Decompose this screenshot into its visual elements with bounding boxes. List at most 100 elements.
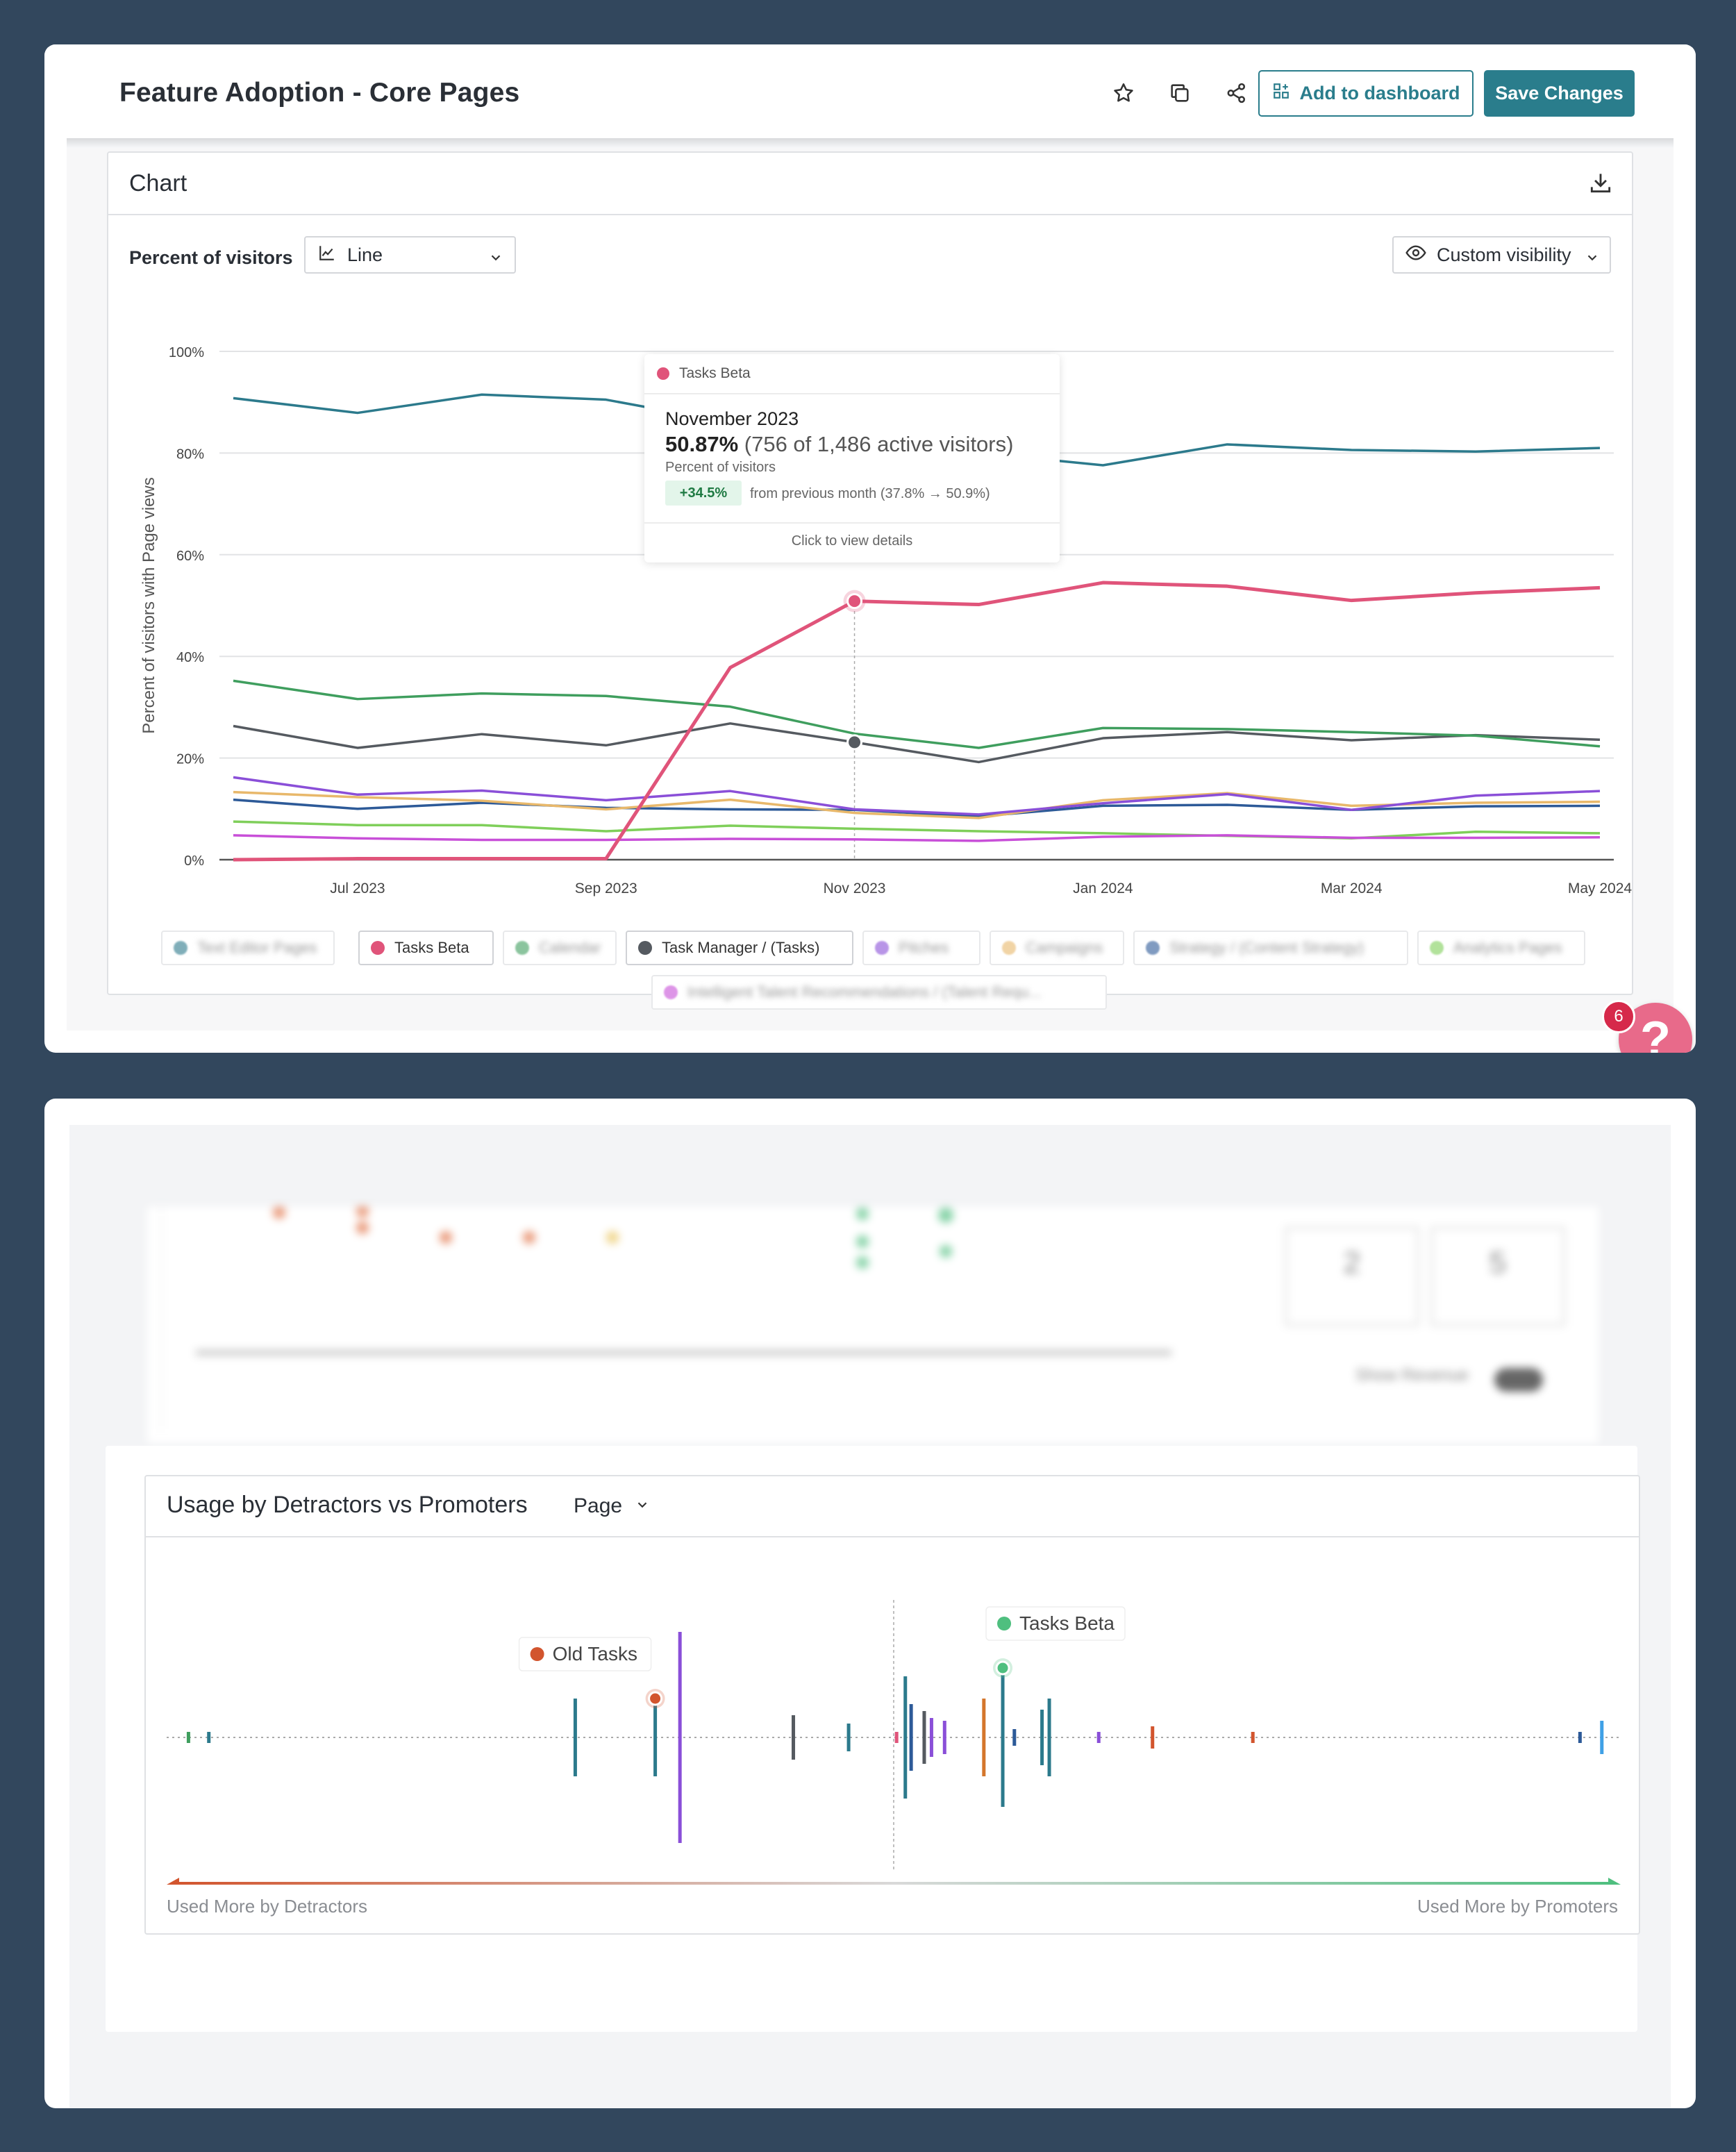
- series-line[interactable]: [233, 722, 1601, 764]
- usage-mark[interactable]: [653, 1699, 658, 1776]
- header-shadow: [67, 138, 1674, 148]
- usage-mark[interactable]: [1151, 1726, 1155, 1749]
- usage-mark[interactable]: [1047, 1699, 1051, 1776]
- legend-item[interactable]: Text Editor Pages: [161, 931, 335, 965]
- series-line[interactable]: [233, 798, 1601, 818]
- tooltip-value-line: 50.87% (756 of 1,486 active visitors): [665, 432, 1013, 457]
- mark-label-text: Old Tasks: [553, 1643, 637, 1665]
- usage-mark[interactable]: [846, 1724, 851, 1751]
- usage-mark[interactable]: [894, 1732, 899, 1743]
- star-icon[interactable]: [1110, 79, 1137, 107]
- usage-mark[interactable]: [1096, 1732, 1101, 1743]
- series-line[interactable]: [233, 820, 1601, 840]
- line-chart[interactable]: 0% 20% 40% 60% 80% 100% Percent of visitors wi…: [108, 278, 1635, 931]
- usage-mark[interactable]: [186, 1732, 190, 1743]
- label-point[interactable]: [995, 1660, 1010, 1676]
- label-point[interactable]: [648, 1691, 663, 1706]
- series-line[interactable]: [233, 776, 1601, 816]
- blurred-scatter: 2 5 Show Revenue: [147, 1205, 1599, 1443]
- legend-item[interactable]: Tasks Beta: [358, 931, 494, 965]
- usage-mark[interactable]: [929, 1718, 933, 1757]
- y-tick-label: 0%: [184, 853, 204, 869]
- usage-mark[interactable]: [903, 1676, 908, 1799]
- legend-item[interactable]: Pitches: [862, 931, 980, 965]
- legend-dot: [1146, 941, 1160, 955]
- usage-mark[interactable]: [207, 1732, 211, 1743]
- legend-item[interactable]: Strategy / (Content Strategy): [1133, 931, 1408, 965]
- usage-mark[interactable]: [1040, 1710, 1044, 1765]
- tooltip-change-badge: +34.5%: [665, 481, 742, 506]
- page-dropdown[interactable]: Page: [574, 1494, 650, 1518]
- detractors-promoters-chart[interactable]: Old Tasks Tasks Beta: [146, 1537, 1642, 1885]
- legend-label: Pitches: [899, 939, 949, 956]
- download-icon[interactable]: [1587, 169, 1614, 199]
- blurred-nps-panel: 2 5 Show Revenue: [106, 1205, 1637, 1443]
- legend-dot: [1430, 941, 1444, 955]
- y-tick-label: 40%: [176, 650, 204, 665]
- chart-panel-title: Chart: [129, 170, 187, 197]
- add-to-dashboard-label: Add to dashboard: [1299, 83, 1460, 103]
- save-changes-button[interactable]: Save Changes: [1484, 70, 1635, 117]
- mark-label-dot: [530, 1647, 544, 1661]
- tooltip-series: Tasks Beta: [657, 365, 751, 382]
- promoters-axis-label: Used More by Promoters: [1417, 1896, 1618, 1917]
- insights-card: 2 5 Show Revenue Usage by Detractors vs …: [44, 1099, 1696, 2108]
- blurred-point: [606, 1231, 619, 1244]
- duplicate-icon[interactable]: [1166, 79, 1194, 107]
- usage-mark[interactable]: [1600, 1721, 1604, 1754]
- blurred-point: [938, 1208, 953, 1223]
- blurred-point: [523, 1231, 535, 1244]
- legend-label: Text Editor Pages: [197, 939, 317, 956]
- mark-label-text: Tasks Beta: [1019, 1612, 1115, 1634]
- usage-mark[interactable]: [922, 1711, 926, 1764]
- blurred-stat-card: [1285, 1226, 1419, 1326]
- chart-type-select[interactable]: Line: [304, 236, 516, 274]
- usage-mark[interactable]: [982, 1699, 986, 1776]
- add-to-dashboard-button[interactable]: Add to dashboard: [1258, 70, 1474, 117]
- legend-dot: [371, 941, 385, 955]
- tooltip-view-details-link[interactable]: Click to view details: [791, 533, 913, 549]
- blurred-stat-card: [1430, 1226, 1565, 1326]
- usage-mark[interactable]: [678, 1632, 682, 1843]
- highlight-point[interactable]: [846, 734, 863, 751]
- mark-label[interactable]: Tasks Beta: [985, 1606, 1126, 1641]
- legend-label: Strategy / (Content Strategy): [1169, 939, 1364, 956]
- usage-mark[interactable]: [909, 1704, 913, 1771]
- legend-item[interactable]: Intelligent Talent Recommendations / (Ta…: [651, 975, 1107, 1010]
- usage-mark[interactable]: [1001, 1668, 1005, 1807]
- mark-label[interactable]: Old Tasks: [518, 1637, 652, 1671]
- blurred-point: [940, 1245, 952, 1258]
- usage-mark[interactable]: [1012, 1729, 1017, 1746]
- custom-visibility-label: Custom visibility: [1437, 244, 1571, 265]
- legend-dot: [1002, 941, 1016, 955]
- usage-mark[interactable]: [1251, 1732, 1255, 1743]
- mark-label-box: [985, 1606, 1126, 1641]
- tooltip-divider: [644, 393, 1060, 394]
- y-tick-label: 100%: [169, 345, 204, 360]
- series-line[interactable]: [233, 790, 1601, 819]
- series-line[interactable]: [233, 679, 1601, 749]
- legend-item[interactable]: Task Manager / (Tasks): [626, 931, 853, 965]
- usage-mark[interactable]: [573, 1699, 577, 1776]
- legend-label: Analytics Pages: [1453, 939, 1562, 956]
- usage-mark[interactable]: [1578, 1732, 1582, 1743]
- legend-item[interactable]: Calendar: [503, 931, 617, 965]
- legend-item[interactable]: Campaigns: [990, 931, 1124, 965]
- chart-tooltip[interactable]: Tasks Beta November 2023 50.87% (756 of …: [644, 354, 1060, 562]
- share-icon[interactable]: [1223, 79, 1251, 107]
- legend-label: Intelligent Talent Recommendations / (Ta…: [687, 983, 1042, 1001]
- x-tick-label: Nov 2023: [824, 881, 886, 896]
- tooltip-change-text: from previous month (37.8% → 50.9%): [750, 486, 990, 501]
- highlight-point[interactable]: [846, 593, 863, 610]
- report-card: Feature Adoption - Core Pages Add to das…: [44, 44, 1696, 1053]
- y-axis-title: Percent of visitors with Page views: [140, 477, 158, 733]
- y-tick-label: 60%: [176, 549, 204, 564]
- custom-visibility-button[interactable]: Custom visibility: [1392, 236, 1611, 274]
- page-title: Feature Adoption - Core Pages: [119, 78, 520, 108]
- legend-item[interactable]: Analytics Pages: [1417, 931, 1585, 965]
- series-line[interactable]: [233, 834, 1601, 842]
- usage-mark[interactable]: [942, 1721, 946, 1754]
- report-header: Feature Adoption - Core Pages Add to das…: [44, 44, 1696, 138]
- usage-mark[interactable]: [792, 1715, 796, 1760]
- series-line[interactable]: [233, 581, 1601, 862]
